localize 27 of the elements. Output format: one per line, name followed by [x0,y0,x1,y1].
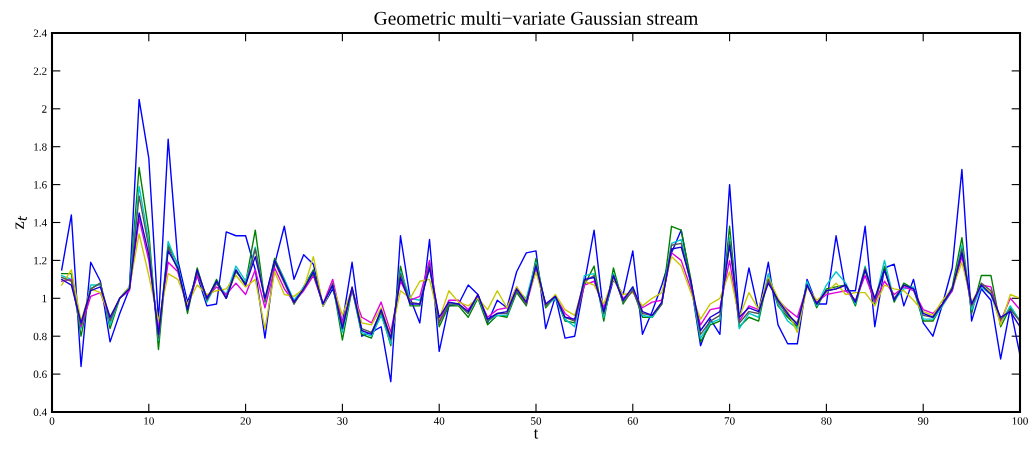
y-tick-label: 0.6 [33,370,47,379]
y-tick-label: 2 [42,105,47,113]
x-tick-label: 100 [1012,417,1028,425]
y-tick-label: 1.8 [34,143,47,151]
x-tick-label: 10 [144,417,154,425]
line-series [60,98,1020,383]
y-tick-label: 1.2 [34,256,47,265]
y-axis-title: z$_{t}$ [15,215,27,229]
x-tick-label: 70 [724,417,735,425]
y-tick-label: 1.6 [34,181,47,189]
chart-title: Geometric multi−variate Gaussian stream [374,11,699,25]
x-tick-label: 30 [337,417,348,425]
x-tick-label: 20 [240,417,251,425]
line-series [60,233,1020,337]
y-tick-label: 2.2 [33,67,47,75]
y-tick-label: 0.8 [33,332,47,341]
x-tick-label: 90 [918,417,929,425]
y-tick-label: 1.4 [34,219,47,227]
y-tick-label: 1 [42,294,47,303]
x-tick-label: 60 [627,417,638,425]
x-axis-title: t [533,429,539,439]
y-tick-label: 0.4 [33,408,47,417]
x-tick-label: 80 [821,417,832,425]
x-tick-label: 0 [49,417,55,425]
y-tick-label: 2.4 [33,29,47,38]
x-tick-label: 40 [433,417,445,425]
x-tick-label: 50 [531,417,542,425]
